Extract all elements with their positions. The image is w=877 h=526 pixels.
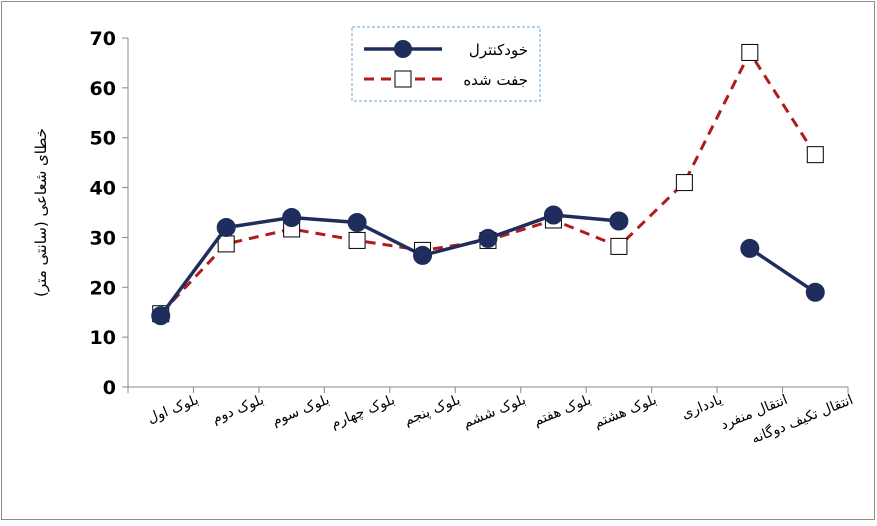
data-point <box>543 205 563 225</box>
data-point <box>216 217 236 237</box>
y-tick-labels: 0 10 20 30 40 50 60 70 <box>90 28 116 399</box>
axes <box>122 37 849 393</box>
legend: خودکنترل جفت شده <box>351 26 541 102</box>
y-tick-label: 20 <box>90 277 116 299</box>
y-tick-label: 70 <box>90 28 116 50</box>
data-point <box>347 212 367 232</box>
y-tick-label: 0 <box>103 377 116 399</box>
series-line <box>748 246 817 294</box>
data-point <box>151 306 171 326</box>
data-point <box>413 245 433 265</box>
data-point <box>610 237 628 255</box>
series-layer <box>151 43 825 326</box>
legend-marker <box>394 40 412 58</box>
y-axis-label: خطای شعاعی (سانتی متر) <box>32 128 50 297</box>
data-point <box>741 43 759 61</box>
data-point <box>805 282 825 302</box>
legend-label: جفت شده <box>463 71 528 89</box>
y-tick-label: 10 <box>90 327 116 349</box>
series <box>151 205 825 326</box>
data-point <box>609 211 629 231</box>
legend-box <box>351 26 541 102</box>
legend-marker <box>394 70 412 88</box>
data-point <box>806 146 824 164</box>
y-tick-label: 50 <box>90 128 116 150</box>
data-point <box>478 228 498 248</box>
legend-label: خودکنترل <box>469 41 528 59</box>
data-point <box>282 207 302 227</box>
y-tick-label: 40 <box>90 178 116 200</box>
data-point <box>740 238 760 258</box>
data-point <box>217 235 235 253</box>
data-point <box>675 174 693 192</box>
y-tick-label: 30 <box>90 227 116 249</box>
series-line <box>159 213 620 317</box>
data-point <box>348 231 366 249</box>
y-tick-label: 60 <box>90 78 116 100</box>
